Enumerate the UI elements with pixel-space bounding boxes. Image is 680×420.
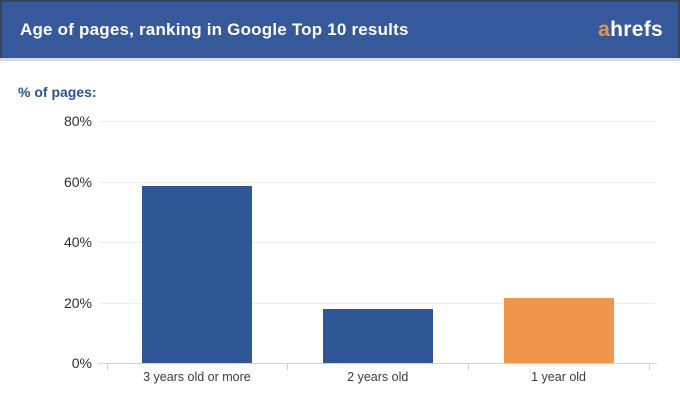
x-axis-tick [287,364,289,370]
x-axis-tick [649,364,650,370]
x-axis-tick [106,364,108,370]
gridline-60% [100,181,655,183]
bar-1-year-old [503,297,614,363]
header-divider [0,58,680,61]
bar-2-years-old [322,308,433,363]
x-category-label: 3 years old or more [143,370,251,384]
bar-3-years-old-or-more [141,186,252,363]
y-axis-caption: % of pages: [18,84,97,100]
gridline-80% [100,121,655,122]
x-category-label: 1 year old [531,370,587,384]
ahrefs-logo-accent: a [598,18,611,41]
y-tick-label: 0% [71,355,92,371]
chart-title: Age of pages, ranking in Google Top 10 r… [20,20,409,39]
gridline-40% [100,242,655,243]
y-tick-label: 80% [63,113,92,129]
x-axis-line [98,363,657,364]
ahrefs-logo: ahrefs [598,18,663,42]
x-axis-tick [468,364,470,370]
ahrefs-logo-rest: hrefs [610,18,663,41]
y-tick-label: 40% [63,234,92,250]
gridline-20% [100,302,655,304]
y-tick-label: 60% [63,173,92,190]
y-tick-label: 20% [63,294,92,311]
x-category-label: 2 years old [347,370,409,384]
chart-header: Age of pages, ranking in Google Top 10 r… [0,0,680,58]
